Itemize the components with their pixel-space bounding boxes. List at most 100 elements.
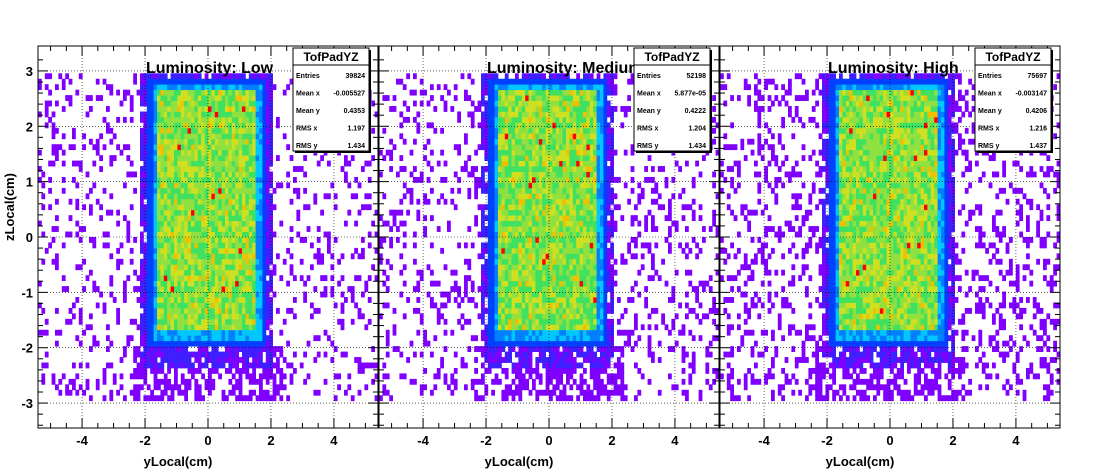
- histogram-bin: [167, 318, 171, 325]
- histogram-bin: [248, 106, 253, 112]
- histogram-bin: [566, 171, 570, 178]
- histogram-bin: [61, 106, 66, 112]
- histogram-bin: [419, 384, 424, 391]
- histogram-bin: [163, 329, 168, 336]
- histogram-bin: [92, 144, 97, 151]
- histogram-bin: [231, 138, 236, 145]
- histogram-bin: [184, 111, 188, 118]
- histogram-bin: [194, 367, 199, 374]
- histogram-bin: [211, 149, 216, 156]
- histogram-bin: [252, 253, 256, 260]
- histogram-bin: [559, 78, 563, 85]
- histogram-bin: [296, 215, 301, 222]
- histogram-bin: [265, 204, 270, 211]
- histogram-bin: [218, 73, 222, 80]
- histogram-bin: [566, 329, 570, 336]
- histogram-bin: [208, 166, 212, 172]
- histogram-bin: [484, 106, 489, 112]
- histogram-bin: [265, 138, 270, 145]
- histogram-bin: [555, 329, 560, 336]
- histogram-bin: [545, 166, 550, 172]
- histogram-bin: [379, 395, 383, 402]
- histogram-bin: [174, 335, 178, 342]
- histogram-bin: [436, 313, 441, 320]
- histogram-bin: [491, 209, 495, 216]
- histogram-bin: [170, 318, 175, 325]
- histogram-bin: [163, 187, 168, 194]
- histogram-bin: [433, 127, 438, 134]
- histogram-bin: [163, 204, 168, 211]
- histogram-bin: [545, 318, 550, 325]
- histogram-bin: [532, 149, 536, 156]
- histogram-bin: [174, 307, 178, 314]
- histogram-bin: [72, 384, 76, 391]
- histogram-bin: [214, 264, 219, 271]
- histogram-bin: [367, 242, 372, 249]
- histogram-bin: [235, 378, 239, 385]
- histogram-bin: [542, 237, 546, 243]
- histogram-bin: [494, 307, 499, 314]
- histogram-bin: [214, 291, 219, 298]
- histogram-bin: [238, 307, 243, 314]
- histogram-bin: [109, 209, 114, 216]
- histogram-bin: [276, 253, 280, 260]
- histogram-bin: [109, 160, 114, 167]
- histogram-bin: [484, 116, 489, 123]
- histogram-bin: [197, 280, 202, 287]
- histogram-bin: [255, 95, 260, 101]
- histogram-bin: [99, 291, 103, 298]
- histogram-bin: [197, 176, 202, 183]
- histogram-bin: [511, 307, 516, 314]
- histogram-bin: [521, 335, 526, 342]
- histogram-bin: [231, 182, 236, 189]
- histogram-bin: [140, 324, 144, 331]
- histogram-bin: [511, 171, 516, 178]
- histogram-bin: [174, 209, 178, 216]
- histogram-bin: [153, 106, 158, 112]
- histogram-bin: [494, 291, 499, 298]
- histogram-bin: [214, 258, 219, 265]
- histogram-bin: [532, 307, 536, 314]
- histogram-bin: [106, 231, 110, 238]
- histogram-bin: [194, 89, 199, 96]
- histogram-bin: [242, 346, 246, 352]
- histogram-bin: [221, 116, 226, 123]
- histogram-bin: [214, 346, 219, 352]
- histogram-bin: [303, 155, 307, 161]
- histogram-bin: [225, 215, 229, 222]
- histogram-bin: [498, 209, 502, 216]
- histogram-bin: [416, 122, 421, 129]
- histogram-bin: [525, 187, 529, 194]
- histogram-bin: [293, 351, 297, 358]
- histogram-bin: [494, 176, 499, 183]
- histogram-bin: [481, 362, 485, 369]
- histogram-bin: [494, 149, 499, 156]
- histogram-bin: [180, 313, 185, 320]
- histogram-bin: [248, 187, 253, 194]
- histogram-bin: [177, 346, 182, 352]
- histogram-bin: [228, 275, 233, 282]
- histogram-bin: [194, 275, 199, 282]
- histogram-bin: [204, 73, 209, 80]
- histogram-bin: [184, 297, 188, 303]
- histogram-bin: [167, 335, 171, 342]
- histogram-bin: [48, 73, 52, 80]
- histogram-bin: [419, 171, 424, 178]
- histogram-bin: [262, 318, 267, 325]
- histogram-bin: [106, 84, 110, 91]
- histogram-bin: [184, 264, 188, 271]
- histogram-bin: [501, 313, 506, 320]
- histogram-bin: [153, 395, 158, 402]
- histogram-bin: [214, 231, 219, 238]
- histogram-bin: [552, 258, 557, 265]
- histogram-bin: [248, 149, 253, 156]
- histogram-bin: [160, 280, 165, 287]
- histogram-bin: [150, 133, 154, 140]
- histogram-bin: [235, 89, 239, 96]
- histogram-bin: [255, 133, 260, 140]
- histogram-bin: [228, 367, 233, 374]
- histogram-bin: [191, 247, 195, 254]
- histogram-bin: [218, 187, 222, 194]
- histogram-bin: [78, 226, 83, 232]
- histogram-bin: [447, 226, 451, 232]
